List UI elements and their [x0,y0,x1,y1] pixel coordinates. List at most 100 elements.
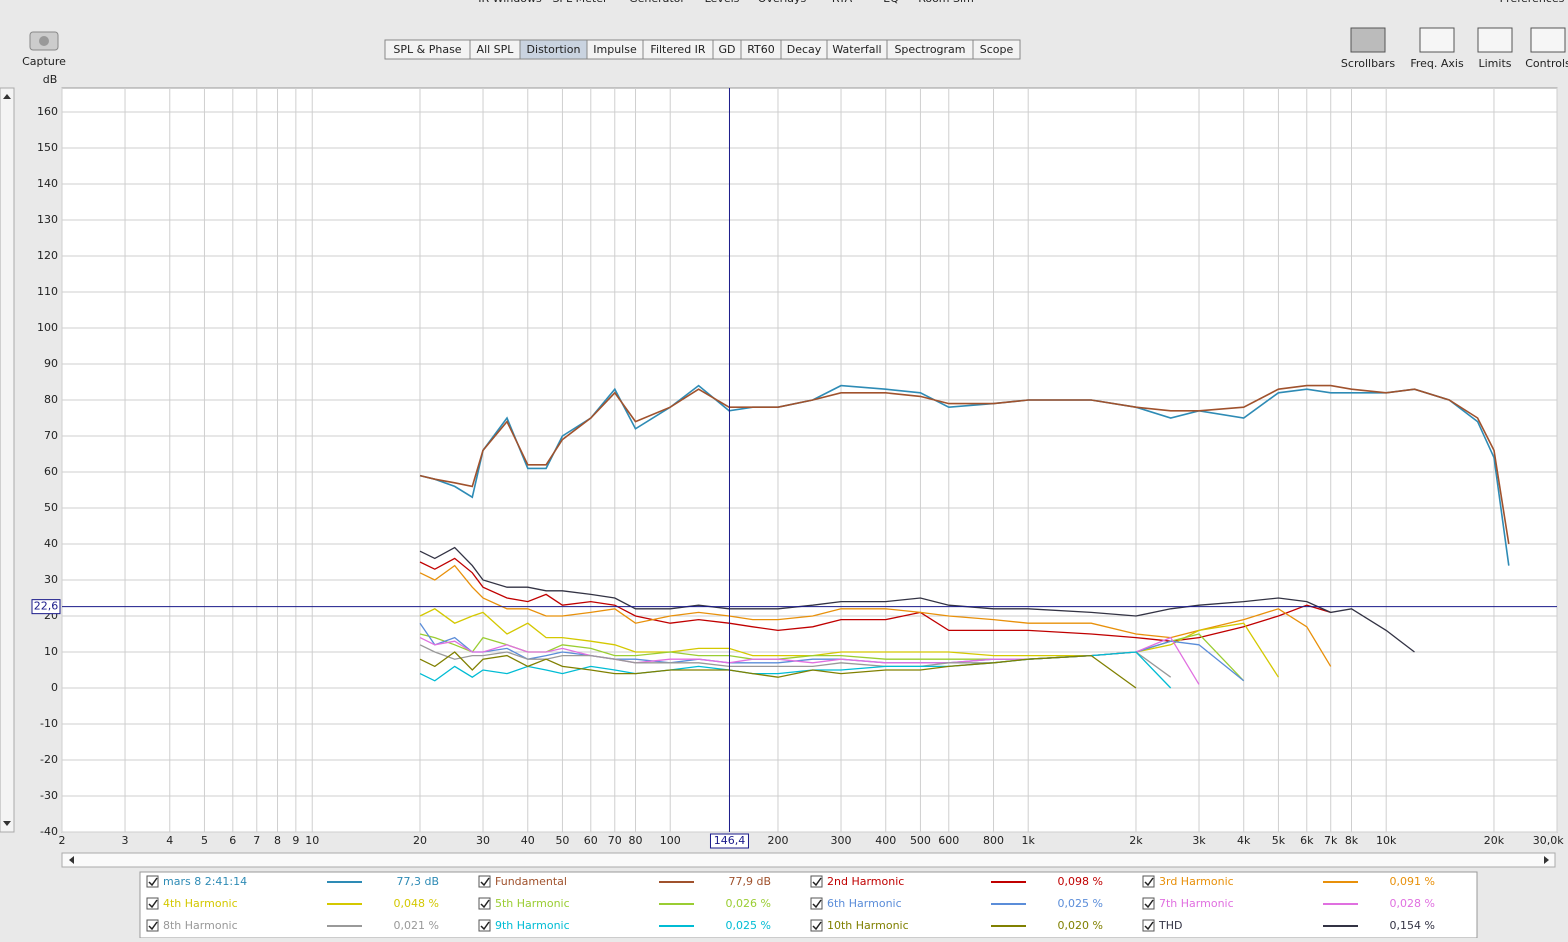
menu-item[interactable]: RTA [832,0,853,5]
tab-label[interactable]: Distortion [527,43,581,56]
y-tick-label: 50 [44,501,58,514]
tab-label[interactable]: Waterfall [832,43,881,56]
x-tick-label: 6 [229,834,236,847]
y-tick-label: 10 [44,645,58,658]
tab-label[interactable]: All SPL [477,43,515,56]
toolbar-icon[interactable] [1419,27,1455,53]
x-tick-label: 60 [584,834,598,847]
x-tick-label: 5 [201,834,208,847]
capture-label[interactable]: Capture [22,55,66,68]
legend-name[interactable]: 9th Harmonic [495,919,570,932]
menu-item[interactable]: Generator [629,0,685,5]
y-tick-label: -30 [40,789,58,802]
menu-item[interactable]: SPL Meter [552,0,608,5]
y-tick-label: 130 [37,213,58,226]
toolbar-label[interactable]: Controls [1525,57,1568,70]
x-tick-label: 70 [608,834,622,847]
legend-checkbox[interactable] [810,919,823,932]
toolbar-icon[interactable] [1350,27,1386,53]
tab-label[interactable]: GD [719,43,736,56]
toolbar-label[interactable]: Limits [1479,57,1512,70]
x-tick-label: 1k [1022,834,1036,847]
legend-checkbox[interactable] [1142,919,1155,932]
legend-check [148,899,158,909]
legend-name[interactable]: 6th Harmonic [827,897,902,910]
series-line [419,651,1137,689]
x-tick-label: 30,0k Hz [1533,834,1568,847]
legend-checkbox[interactable] [146,919,159,932]
toolbar-label[interactable]: Freq. Axis [1410,57,1464,70]
legend-readout: 0,028 % [1390,897,1435,910]
series-line [419,644,1172,678]
legend-checkbox[interactable] [1142,875,1155,888]
legend-readout: 0,091 % [1390,875,1435,888]
y-tick-label: 110 [37,285,58,298]
legend-name[interactable]: 3rd Harmonic [1159,875,1234,888]
y-tick-label: -20 [40,753,58,766]
legend-checkbox[interactable] [478,919,491,932]
legend-name[interactable]: 7th Harmonic [1159,897,1234,910]
legend-name[interactable]: Fundamental [495,875,567,888]
legend-checkbox[interactable] [146,875,159,888]
legend-readout: 77,3 dB [396,875,439,888]
toolbar-label[interactable]: Scrollbars [1341,57,1395,70]
legend-check [480,899,490,909]
tab-label[interactable]: Impulse [593,43,637,56]
tab-label[interactable]: RT60 [747,43,775,56]
legend-checkbox[interactable] [810,897,823,910]
legend-readout: 0,020 % [1058,919,1103,932]
y-tick-label: -40 [40,825,58,838]
tab-label[interactable]: Scope [980,43,1014,56]
toolbar-icon[interactable] [1477,27,1513,53]
legend-panel [139,871,1478,939]
legend-name[interactable]: 5th Harmonic [495,897,570,910]
tab-label[interactable]: SPL & Phase [393,43,461,56]
legend-check [812,877,822,887]
y-axis-label: dB [43,73,58,86]
legend-readout: 0,025 % [726,919,771,932]
y-tick-label: 30 [44,573,58,586]
plot-area [61,87,1558,833]
legend-name[interactable]: mars 8 2:41:14 [163,875,247,888]
menu-item[interactable]: Room Sim [918,0,974,5]
tab[interactable] [972,39,1021,60]
legend-name[interactable]: 8th Harmonic [163,919,238,932]
legend-checkbox[interactable] [146,897,159,910]
vertical-scrollbar[interactable] [0,87,15,833]
cursor-x-label: 146,4 [714,834,746,847]
menu-item[interactable]: IR Windows [478,0,542,5]
legend-checkbox[interactable] [478,875,491,888]
legend-check [812,899,822,909]
legend-readout: 77,9 dB [728,875,771,888]
legend-checkbox[interactable] [1142,897,1155,910]
menu-item[interactable]: EQ [883,0,899,5]
toolbar-icon[interactable] [1530,27,1566,53]
series-line [419,384,1510,545]
y-tick-label: 120 [37,249,58,262]
legend-name[interactable]: 10th Harmonic [827,919,909,932]
menu-item[interactable]: Preferences [1500,0,1565,5]
horizontal-scrollbar[interactable] [61,852,1556,868]
x-tick-label: 8 [274,834,281,847]
y-tick-label: 80 [44,393,58,406]
x-tick-label: 400 [875,834,896,847]
legend-name[interactable]: 2nd Harmonic [827,875,904,888]
tab-label[interactable]: Filtered IR [650,43,705,56]
x-tick-label: 2 [59,834,66,847]
y-tick-label: 90 [44,357,58,370]
legend-name[interactable]: THD [1158,919,1182,932]
legend-checkbox[interactable] [810,875,823,888]
series-line [419,564,1332,667]
series-line [419,384,1510,566]
x-tick-label: 40 [521,834,535,847]
tab-label[interactable]: Spectrogram [894,43,965,56]
legend-checkbox[interactable] [478,897,491,910]
menu-item[interactable]: Levels [705,0,740,5]
legend-name[interactable]: 4th Harmonic [163,897,238,910]
tab-label[interactable]: Decay [787,43,822,56]
x-tick-label: 600 [938,834,959,847]
menu-item[interactable]: Overlays [758,0,807,5]
x-tick-label: 4 [166,834,173,847]
